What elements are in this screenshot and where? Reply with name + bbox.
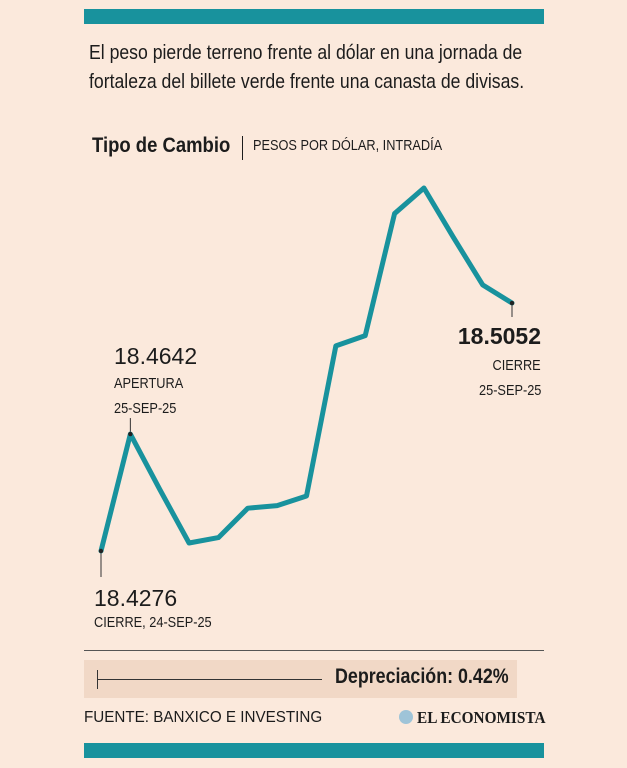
bottom-bar <box>84 743 544 758</box>
start-value: 18.4276 <box>94 585 178 611</box>
chart-title: Tipo de Cambio PESOS POR DÓLAR, INTRADÍA <box>92 134 442 160</box>
close-point <box>509 300 515 306</box>
headline-line-1: El peso pierde terreno frente al dólar e… <box>89 41 523 64</box>
chart-subtitle: PESOS POR DÓLAR, INTRADÍA <box>253 137 443 154</box>
globe-icon <box>399 710 413 724</box>
close-label: CIERRE <box>492 357 541 374</box>
open-value: 18.4642 <box>114 343 198 369</box>
close-value: 18.5052 <box>457 323 541 349</box>
divider <box>84 650 544 651</box>
open-label: APERTURA <box>114 375 184 392</box>
depreciation-text: Depreciación: 0.42% <box>335 665 509 688</box>
open-point <box>128 431 133 437</box>
brand-logo: EL ECONOMISTA <box>399 708 560 728</box>
close-date: 25-SEP-25 <box>478 382 541 399</box>
title-separator <box>242 136 243 160</box>
chart-title-main: Tipo de Cambio <box>92 134 231 157</box>
depreciation-line <box>97 679 322 680</box>
top-bar <box>84 9 544 24</box>
start-point <box>98 548 104 554</box>
headline: El peso pierde terreno frente al dólar e… <box>89 38 525 96</box>
source-text: FUENTE: BANXICO E INVESTING <box>84 709 323 726</box>
start-label: CIERRE, 24-SEP-25 <box>94 614 212 631</box>
series-line <box>98 185 515 554</box>
headline-line-2: fortaleza del billete verde frente una c… <box>89 70 525 93</box>
open-date: 25-SEP-25 <box>114 400 177 417</box>
logo-text: EL ECONOMISTA <box>417 708 546 727</box>
